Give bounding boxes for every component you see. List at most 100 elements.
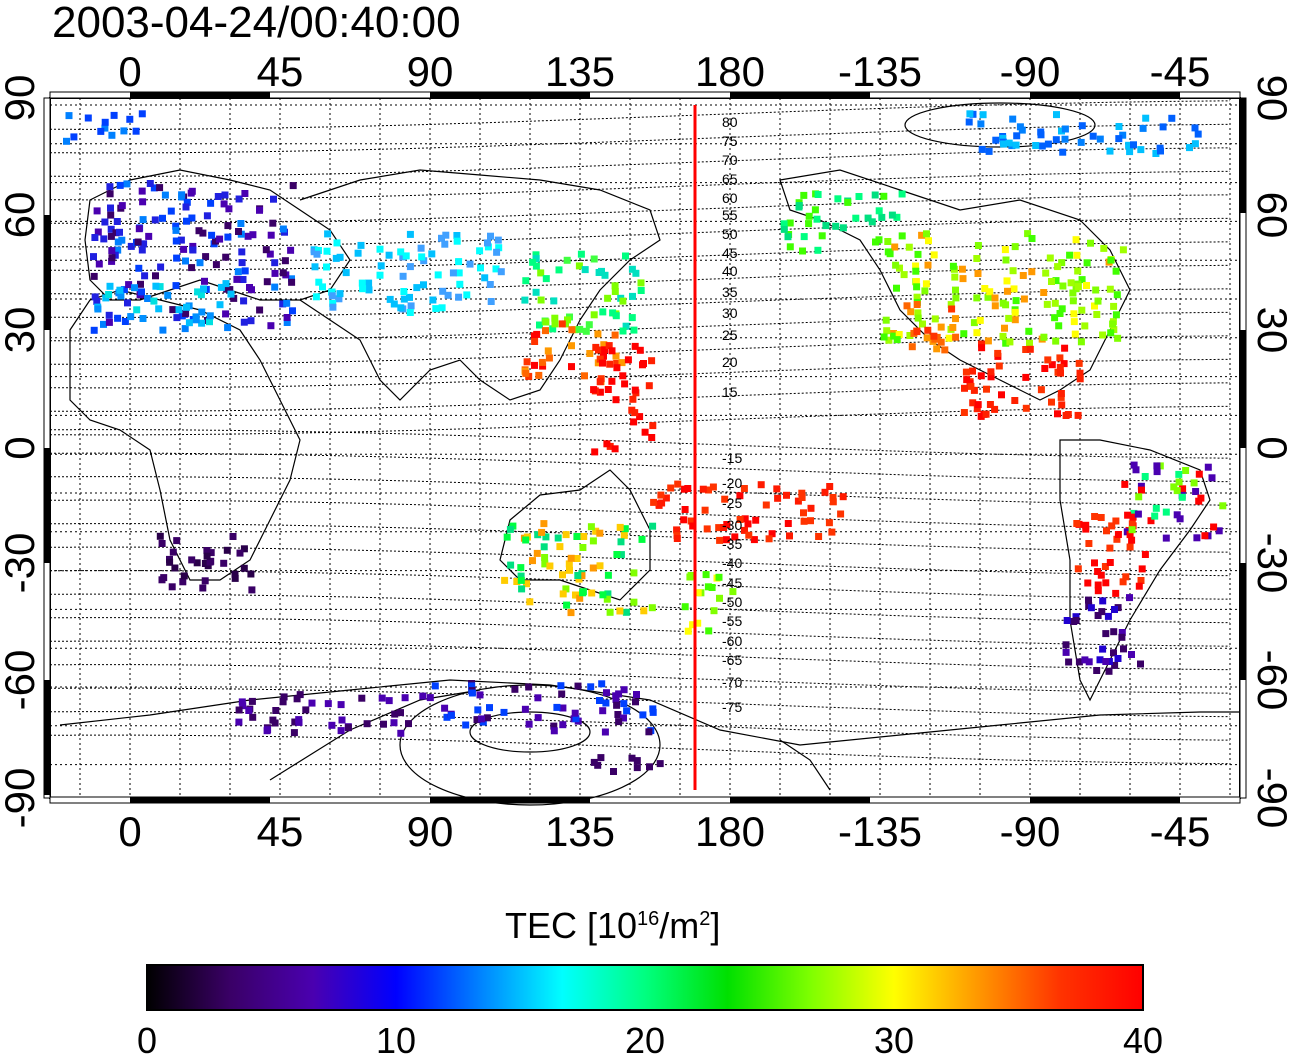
tec-point [271,259,279,267]
tec-point [999,134,1007,142]
axis-tick-label: 60 [1249,192,1292,239]
tec-point [271,283,279,291]
tec-point [566,566,573,574]
tec-point [963,376,971,384]
tec-point [315,247,322,254]
tec-point [118,202,126,210]
tec-point [794,497,802,505]
tec-point [1151,512,1159,520]
tec-point [1040,333,1048,341]
tec-point [235,195,243,203]
tec-point [538,358,546,366]
tec-point [633,764,641,772]
tec-point [240,545,248,553]
tec-point [814,191,822,198]
tec-point [140,240,148,248]
tec-point [983,385,990,393]
tec-point [106,282,114,290]
tec-point [1022,346,1030,353]
tec-point [359,285,367,293]
tec-point [1159,123,1167,131]
tec-point [984,293,992,301]
tec-point [966,110,974,118]
tec-point [880,192,888,200]
tec-point [134,238,142,246]
tec-point [1038,142,1046,150]
map-title: 2003-04-24/00:40:00 [52,0,461,47]
tec-point [1108,522,1116,530]
contour-label: -55 [722,613,742,629]
tec-point [84,114,92,122]
tec-point [1179,485,1187,493]
tec-point [1022,404,1030,412]
tec-point [198,319,206,327]
tec-point [958,265,966,273]
tec-point [562,585,570,593]
tec-point [93,297,101,305]
tec-point [800,191,808,199]
tec-point [591,448,599,456]
tec-point [289,182,297,190]
tec-point [1118,633,1126,641]
tec-point [1093,667,1101,674]
tec-point [1114,531,1122,538]
tec-point [199,584,207,592]
colorbar-title-exp2: 2 [699,908,711,930]
tec-point [354,249,362,257]
tec-point [223,285,231,293]
tec-point [612,396,620,404]
tec-point [172,222,180,230]
tec-point [315,278,323,286]
tec-point [630,326,638,334]
tec-point [892,261,900,269]
tec-point [900,271,908,279]
axis-tick-label: 45 [257,48,304,95]
tec-point [476,691,484,699]
tec-point [597,754,605,762]
tec-point [110,111,118,119]
tec-point [113,218,121,225]
tec-point [432,305,440,313]
tec-point [620,531,628,539]
tec-point [673,535,681,542]
tec-point [522,536,530,544]
tec-point [1074,283,1082,291]
tec-point [914,309,922,317]
contour-label: -25 [722,495,742,511]
tec-point [800,509,807,517]
tec-point [611,331,619,339]
tec-point [962,368,970,376]
colorbar-title: TEC [1016/m2] [505,905,720,947]
tec-point [621,380,629,388]
tec-point [574,682,582,690]
tec-point [613,701,621,709]
tec-point [878,213,886,221]
tec-point [952,333,960,341]
tec-point [442,231,450,239]
tec-point [798,494,806,501]
contour-label: 15 [722,384,738,400]
tec-point [903,302,911,310]
tec-point [1005,314,1013,322]
contour-line [50,429,1231,459]
tec-point [169,306,177,314]
contour-line [50,264,1231,295]
tec-point [401,694,409,702]
tec-point [744,520,752,528]
tec-point [183,217,190,225]
tec-point [279,225,287,233]
tec-point [821,488,829,496]
tec-point [784,233,792,241]
tec-point [536,321,543,329]
tec-point [628,754,636,762]
tec-point [152,282,160,290]
contour-line [50,288,1231,318]
tec-point [882,316,890,324]
contour-line [50,147,1231,177]
tec-point [313,250,321,258]
tec-point [1175,478,1183,486]
tec-point [1078,122,1086,130]
tec-point [619,372,627,380]
tec-point [1104,612,1112,620]
tec-point [577,250,585,258]
